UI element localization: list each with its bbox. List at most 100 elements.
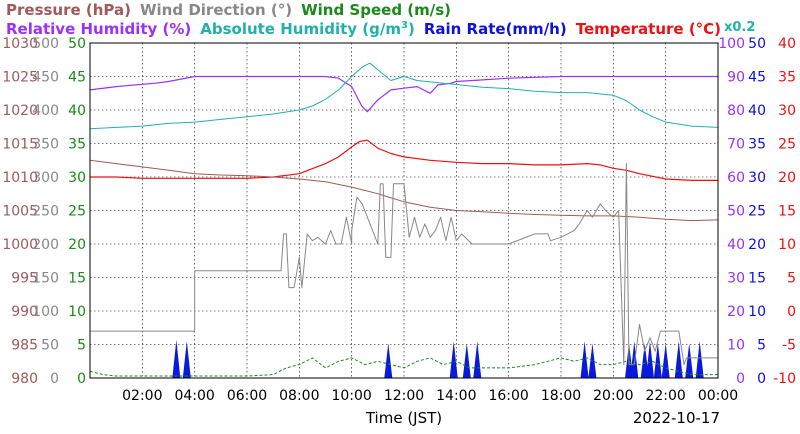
x-axis-tick: 20:00	[593, 388, 633, 404]
rain-rate-spike	[384, 343, 393, 378]
abs-humidity-scale-note: x0.2	[724, 20, 755, 35]
chart-series	[89, 62, 719, 378]
left-axis-tick: 40	[68, 103, 86, 119]
left-axis-tick: 250	[32, 204, 59, 220]
left-axis-tick: 1020	[2, 103, 38, 119]
left-axis-tick: 150	[32, 271, 59, 287]
right-axis-tick: 40	[778, 36, 796, 52]
right-axis-tick: 0	[787, 304, 796, 320]
rain-rate-spike	[640, 343, 649, 378]
left-axis-tick: 1015	[2, 137, 38, 153]
rain-rate-spike	[473, 341, 482, 378]
left-axis-tick: 450	[32, 70, 59, 86]
right-axis-tick: 20	[748, 237, 766, 253]
rain-rate-spike	[653, 343, 662, 378]
right-axis-tick: 25	[748, 204, 766, 220]
legend-line2-2: Rain Rate(mm/h)	[424, 20, 567, 38]
x-axis: 02:00 04:00 06:00 08:00 10:00 12:00 14:00 16:00…	[122, 388, 738, 404]
left-axis-tick: 50	[41, 338, 59, 354]
right-axis-tick: 20	[778, 170, 796, 186]
right-axis-tick: -5	[782, 338, 796, 354]
chart-header: Pressure (hPa) Wind Direction (°) Wind Spe…	[6, 1, 721, 38]
right-axis-tick: 30	[778, 103, 796, 119]
left-axis-tick: 200	[32, 237, 59, 253]
right-axis-tick: 10	[748, 304, 766, 320]
x-axis-label: Time (JST)	[365, 409, 442, 427]
series-wind-speed	[89, 357, 718, 377]
legend-line2-3: Temperature (°C)	[576, 20, 721, 38]
right-axis-tick: 35	[748, 137, 766, 153]
left-axis-tick: 995	[11, 271, 38, 287]
x-axis-tick: 02:00	[122, 388, 162, 404]
right-axis-tick: 30	[727, 271, 745, 287]
right-axis-tick: 45	[748, 70, 766, 86]
right-axis-tick: 10	[727, 338, 745, 354]
series-wind-direction	[90, 163, 718, 366]
left-axis-tick: 45	[68, 70, 86, 86]
x-axis-tick: 06:00	[227, 388, 267, 404]
right-axis-tick: 35	[778, 70, 796, 86]
right-axis-tick: 5	[757, 338, 766, 354]
rain-rate-spike	[685, 343, 694, 378]
right-axis-tick: 100	[718, 36, 745, 52]
rain-rate-spike	[630, 341, 639, 378]
right-axis-tick: 0	[757, 371, 766, 387]
left-axis-tick: 1025	[2, 70, 38, 86]
right-axis-tick: 20	[727, 304, 745, 320]
legend-line2-0: Relative Humidity (%)	[6, 20, 191, 38]
right-axis-tick: 5	[787, 271, 796, 287]
x-axis-tick: 08:00	[279, 388, 319, 404]
right-axes: 0102030405060708090100051015202530354045…	[718, 36, 796, 387]
series-pressure-hpa	[89, 159, 719, 222]
x-axis-tick: 04:00	[174, 388, 214, 404]
left-axis-tick: 0	[77, 371, 86, 387]
left-axis-tick: 25	[68, 204, 86, 220]
left-axis-tick: 10	[68, 304, 86, 320]
rain-rate-spike	[449, 341, 458, 378]
right-axis-tick: 30	[748, 170, 766, 186]
left-axis-tick: 30	[68, 170, 86, 186]
right-axis-tick: 60	[727, 170, 745, 186]
x-axis-tick: 18:00	[541, 388, 581, 404]
right-axis-tick: 40	[727, 237, 745, 253]
x-axis-tick: 12:00	[384, 388, 424, 404]
left-axis-tick: 1000	[2, 237, 38, 253]
right-axis-tick: 40	[748, 103, 766, 119]
left-axis-tick: 500	[32, 36, 59, 52]
rain-rate-spike	[182, 341, 191, 378]
x-axis-tick: 10:00	[331, 388, 371, 404]
left-axis-tick: 985	[11, 338, 38, 354]
left-axis-tick: 1010	[2, 170, 38, 186]
legend-line1-0: Pressure (hPa)	[6, 1, 131, 19]
left-axis-tick: 980	[11, 371, 38, 387]
right-axis-tick: 80	[727, 103, 745, 119]
series-temperature-c	[90, 139, 718, 181]
legend-line1-1: Wind Direction (°)	[140, 1, 292, 19]
left-axis-tick: 20	[68, 237, 86, 253]
right-axis-tick: 10	[778, 237, 796, 253]
right-axis-tick: 0	[736, 371, 745, 387]
x-axis-tick: 16:00	[488, 388, 528, 404]
left-axis-tick: 300	[32, 170, 59, 186]
left-axis-tick: 1030	[2, 36, 38, 52]
left-axis-tick: 50	[68, 36, 86, 52]
right-axis-tick: -10	[773, 371, 796, 387]
right-axis-tick: 15	[748, 271, 766, 287]
x-axis-tick: 14:00	[436, 388, 476, 404]
left-axis-tick: 350	[32, 137, 59, 153]
rain-rate-spike	[645, 341, 654, 378]
right-axis-tick: 90	[727, 70, 745, 86]
right-axis-tick: 70	[727, 137, 745, 153]
rain-rate-spike	[462, 343, 471, 378]
left-axes: 980 985 990 995 1000 10 0 5 1010 1015 1020 1025 1030…	[2, 36, 86, 387]
date-label: 2022-10-17	[633, 409, 720, 427]
left-axis-tick: 5	[77, 338, 86, 354]
series-relative-humidity	[89, 75, 718, 113]
legend-line2-1: Absolute Humidity (g/m	[200, 20, 401, 38]
right-axis-tick: 15	[778, 204, 796, 220]
left-axis-tick: 15	[68, 271, 86, 287]
left-axis-tick: 990	[11, 304, 38, 320]
legend-tail: )	[408, 20, 415, 38]
x-axis-tick: 00:00	[698, 388, 738, 404]
